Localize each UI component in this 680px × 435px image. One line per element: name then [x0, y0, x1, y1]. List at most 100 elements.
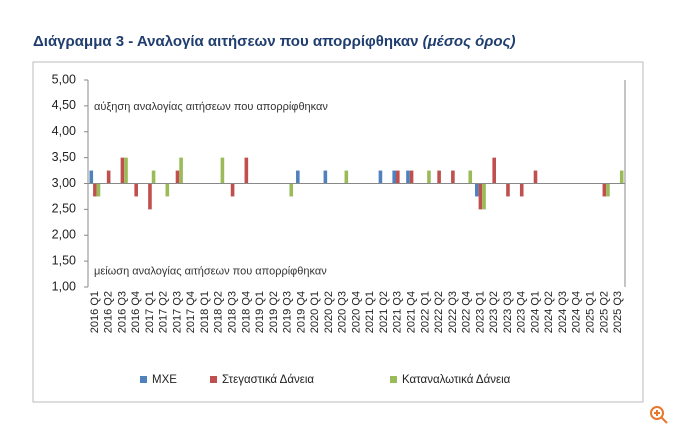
annotation: αύξηση αναλογίας αιτήσεων που απορρίφθηκ…: [94, 101, 328, 113]
x-tick-label: 2022 Q4: [461, 291, 473, 333]
bar: [378, 170, 383, 184]
bar: [296, 170, 300, 184]
x-tick-label: 2018 Q1: [199, 291, 211, 333]
x-tick-label: 2024 Q1: [529, 291, 541, 333]
bar: [506, 183, 510, 197]
legend-swatch: [390, 376, 397, 383]
bar: [533, 170, 538, 184]
x-tick-label: 2020 Q1: [309, 291, 321, 333]
bar: [244, 157, 249, 184]
bar: [323, 170, 328, 184]
x-tick-label: 2016 Q1: [89, 291, 101, 333]
x-tick-label: 2017 Q3: [171, 291, 183, 333]
chart-title: Διάγραμμα 3 - Αναλογία αιτήσεων που απορ…: [33, 33, 516, 50]
bar: [437, 170, 441, 184]
x-tick-label: 2016 Q2: [103, 291, 115, 333]
bar: [179, 157, 183, 184]
bar: [120, 157, 125, 184]
x-tick-label: 2024 Q3: [557, 291, 569, 333]
x-tick-label: 2019 Q3: [282, 291, 294, 333]
bar: [151, 170, 156, 184]
legend-swatch: [210, 376, 217, 383]
legend-label: Καταναλωτικά Δάνεια: [402, 374, 511, 386]
bar: [492, 157, 496, 184]
x-tick-label: 2018 Q3: [226, 291, 238, 333]
bar: [406, 170, 410, 184]
x-tick-label: 2020 Q2: [323, 291, 335, 333]
bar: [427, 170, 431, 184]
x-tick-label: 2021 Q2: [378, 291, 390, 333]
bar: [220, 157, 225, 184]
x-tick-label: 2017 Q4: [185, 291, 197, 333]
x-tick-label: 2021 Q4: [405, 291, 417, 333]
x-tick-label: 2023 Q1: [474, 291, 486, 333]
bar: [175, 170, 180, 184]
legend-swatch: [140, 376, 147, 383]
x-tick-label: 2025 Q3: [612, 291, 624, 333]
bar: [148, 183, 152, 210]
bar: [289, 183, 294, 197]
x-tick-label: 2017 Q1: [144, 291, 156, 333]
annotation: μείωση αναλογίας αιτήσεων που απορρίφθηκ…: [94, 265, 327, 277]
bar: [475, 183, 479, 197]
bar: [396, 170, 400, 184]
y-tick-label: 5,00: [52, 72, 76, 86]
legend-label: ΜΧΕ: [152, 374, 177, 386]
x-tick-label: 2021 Q3: [392, 291, 404, 333]
bar: [409, 170, 414, 184]
x-tick-label: 2024 Q2: [543, 291, 555, 333]
y-tick-label: 3,50: [52, 150, 76, 164]
x-tick-label: 2021 Q1: [364, 291, 376, 333]
x-tick-label: 2022 Q3: [447, 291, 459, 333]
x-tick-label: 2020 Q4: [350, 291, 362, 333]
chart-frame: [32, 61, 644, 403]
x-tick-label: 2019 Q2: [268, 291, 280, 333]
x-tick-label: 2025 Q2: [598, 291, 610, 333]
x-tick-label: 2025 Q1: [584, 291, 596, 333]
bar: [482, 183, 486, 210]
x-tick-label: 2023 Q4: [516, 291, 528, 333]
x-tick-label: 2023 Q2: [488, 291, 500, 333]
bar: [606, 183, 610, 197]
bar: [106, 170, 111, 184]
y-tick-label: 2,00: [52, 228, 76, 242]
bar: [451, 170, 455, 184]
bar: [392, 170, 397, 184]
bar: [165, 183, 170, 197]
x-tick-label: 2024 Q4: [571, 291, 583, 333]
x-tick-label: 2018 Q2: [213, 291, 225, 333]
bar: [89, 170, 94, 184]
zoom-icon[interactable]: [650, 406, 668, 424]
x-tick-label: 2019 Q1: [254, 291, 266, 333]
x-tick-label: 2016 Q3: [116, 291, 128, 333]
x-tick-label: 2022 Q1: [419, 291, 431, 333]
bar: [134, 183, 138, 197]
x-tick-label: 2023 Q3: [502, 291, 514, 333]
bar: [519, 183, 524, 197]
bar: [602, 183, 607, 197]
x-tick-label: 2020 Q3: [337, 291, 349, 333]
legend-label: Στεγαστικά Δάνεια: [222, 374, 314, 386]
bar: [468, 170, 473, 184]
title-text: Διάγραμμα 3 - Αναλογία αιτήσεων που απορ…: [33, 33, 418, 50]
bar: [93, 183, 97, 197]
bar: [230, 183, 235, 197]
x-tick-label: 2016 Q4: [130, 291, 142, 333]
x-tick-label: 2017 Q2: [158, 291, 170, 333]
y-tick-label: 3,00: [52, 176, 76, 190]
y-tick-label: 2,50: [52, 202, 76, 216]
bar: [96, 183, 101, 197]
bar: [124, 157, 128, 184]
y-tick-label: 4,50: [52, 98, 76, 112]
x-tick-label: 2019 Q4: [295, 291, 307, 333]
x-tick-label: 2018 Q4: [240, 291, 252, 333]
chart-subtitle: (μέσος όρος): [423, 33, 516, 50]
bar: [619, 170, 624, 184]
y-tick-label: 1,00: [52, 279, 76, 293]
bar: [478, 183, 483, 210]
y-tick-label: 1,50: [52, 253, 76, 267]
y-tick-label: 4,00: [52, 124, 76, 138]
x-tick-label: 2022 Q2: [433, 291, 445, 333]
bar: [344, 170, 349, 184]
